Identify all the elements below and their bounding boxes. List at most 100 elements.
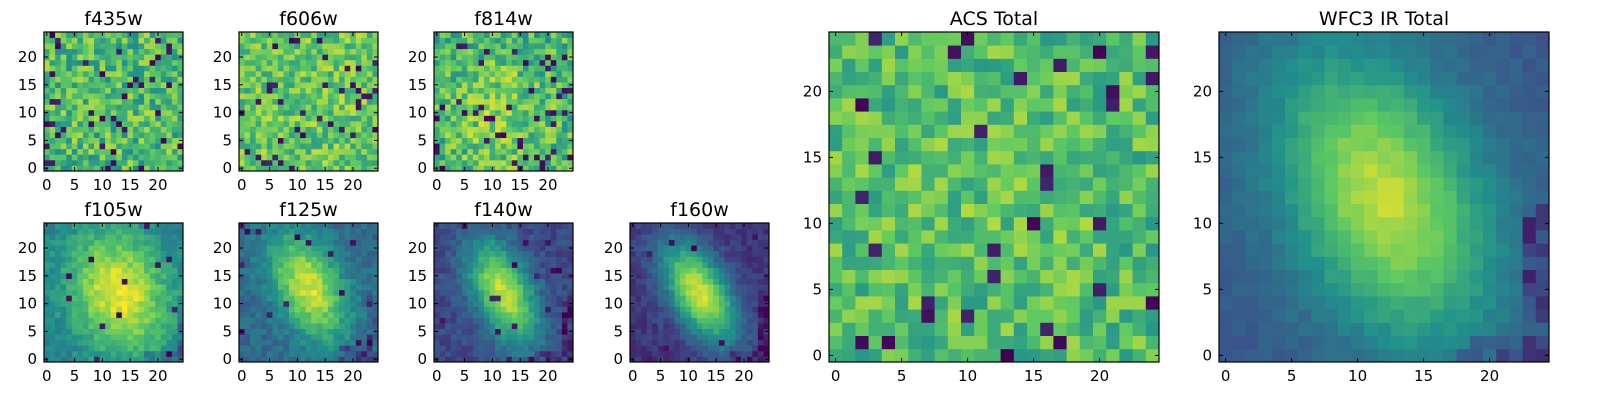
heatmap-cell <box>239 284 245 291</box>
heatmap-cell <box>511 82 518 88</box>
heatmap-cell <box>372 284 379 291</box>
heatmap-cell <box>528 159 535 166</box>
heatmap-cell <box>545 323 552 330</box>
heatmap-cell <box>177 261 184 268</box>
heatmap-cell <box>350 82 357 88</box>
heatmap-cell <box>1079 322 1094 336</box>
heatmap-cell <box>1027 203 1041 218</box>
heatmap-cell <box>635 256 642 263</box>
heatmap-cell <box>272 350 279 357</box>
heatmap-cell <box>94 356 100 363</box>
heatmap-cell <box>561 323 568 330</box>
heatmap-cell <box>355 132 362 139</box>
heatmap-cell <box>289 48 295 55</box>
heatmap-cell <box>316 154 323 161</box>
heatmap-cell <box>300 120 307 127</box>
heatmap-cell <box>144 76 151 83</box>
heatmap-cell <box>144 48 151 55</box>
heatmap-cell <box>88 267 95 274</box>
heatmap-cell <box>829 335 843 350</box>
heatmap-cell <box>55 37 62 44</box>
heatmap-cell <box>71 82 78 88</box>
heatmap-cell <box>974 256 988 270</box>
heatmap-cell <box>657 311 664 318</box>
heatmap-cell <box>707 223 714 229</box>
heatmap-cell <box>155 284 162 291</box>
heatmap-cell <box>300 300 307 307</box>
heatmap-cell <box>305 104 312 111</box>
heatmap-cell <box>730 300 737 307</box>
heatmap-cell <box>702 256 709 263</box>
heatmap-cell <box>511 132 518 139</box>
y-tick-labels: 0 5 10 15 20 <box>213 48 232 177</box>
heatmap-cell <box>434 143 440 150</box>
heatmap-cell <box>77 250 84 257</box>
heatmap-cell <box>724 256 731 263</box>
heatmap-cell <box>333 154 340 161</box>
heatmap-cell <box>60 137 67 144</box>
heatmap-cell <box>567 87 574 94</box>
heatmap-cell <box>82 65 89 72</box>
heatmap-cell <box>350 323 357 330</box>
heatmap-cell <box>550 350 557 357</box>
heatmap-cell <box>434 65 440 72</box>
heatmap-cell <box>55 48 62 55</box>
heatmap-cell <box>177 306 184 313</box>
heatmap-cell <box>255 43 262 50</box>
heatmap-cell <box>702 300 709 307</box>
y-tick-label: 15 <box>604 267 623 285</box>
heatmap-cell <box>339 245 346 252</box>
heatmap-cell <box>116 82 123 88</box>
heatmap-cell <box>500 356 507 363</box>
heatmap-cell <box>88 223 95 229</box>
heatmap-cell <box>361 48 368 55</box>
y-tick-labels: 0 5 10 15 20 <box>18 48 37 177</box>
heatmap-cell <box>528 126 535 133</box>
heatmap-cell <box>517 245 524 252</box>
heatmap-cell <box>550 306 557 313</box>
heatmap-cell <box>646 278 653 285</box>
heatmap-cell <box>685 323 692 330</box>
heatmap-cell <box>300 334 307 341</box>
heatmap-cell <box>255 70 262 77</box>
heatmap-cell <box>478 317 485 324</box>
heatmap-cell <box>239 234 245 241</box>
heatmap-cell <box>646 223 653 229</box>
heatmap-cell <box>567 289 574 296</box>
heatmap-cell <box>528 37 535 44</box>
heatmap-cell <box>66 261 73 268</box>
heatmap-cell <box>500 115 507 122</box>
heatmap-cell <box>82 37 89 44</box>
heatmap-cell <box>127 261 134 268</box>
heatmap-cell <box>895 243 909 257</box>
heatmap-cell <box>239 278 245 285</box>
heatmap-cell <box>545 59 552 66</box>
heatmap-cell <box>561 59 568 66</box>
heatmap-cell <box>752 278 759 285</box>
heatmap-cell <box>735 311 742 318</box>
heatmap-cell <box>339 87 346 94</box>
heatmap-cell <box>244 59 251 66</box>
heatmap-cell <box>60 223 67 229</box>
heatmap-cell <box>99 54 106 61</box>
heatmap-cell <box>339 356 346 363</box>
heatmap-cell <box>255 48 262 55</box>
heatmap-cell <box>635 245 642 252</box>
heatmap-cell <box>461 54 468 61</box>
heatmap-cell <box>305 223 312 229</box>
heatmap-cell <box>244 120 251 127</box>
heatmap-cell <box>947 309 962 323</box>
heatmap-cell <box>467 70 474 77</box>
heatmap-cell <box>450 98 457 105</box>
heatmap-cell <box>144 334 151 341</box>
heatmap-cell <box>445 334 452 341</box>
heatmap-cell <box>724 295 731 302</box>
heatmap-cell <box>311 59 318 66</box>
heatmap-cell <box>511 267 518 274</box>
heatmap-cell <box>668 223 675 229</box>
heatmap-cell <box>116 234 123 241</box>
heatmap-cell <box>366 165 373 172</box>
heatmap-cell <box>752 234 759 241</box>
heatmap-cell <box>149 115 156 122</box>
heatmap-cell <box>171 32 178 38</box>
